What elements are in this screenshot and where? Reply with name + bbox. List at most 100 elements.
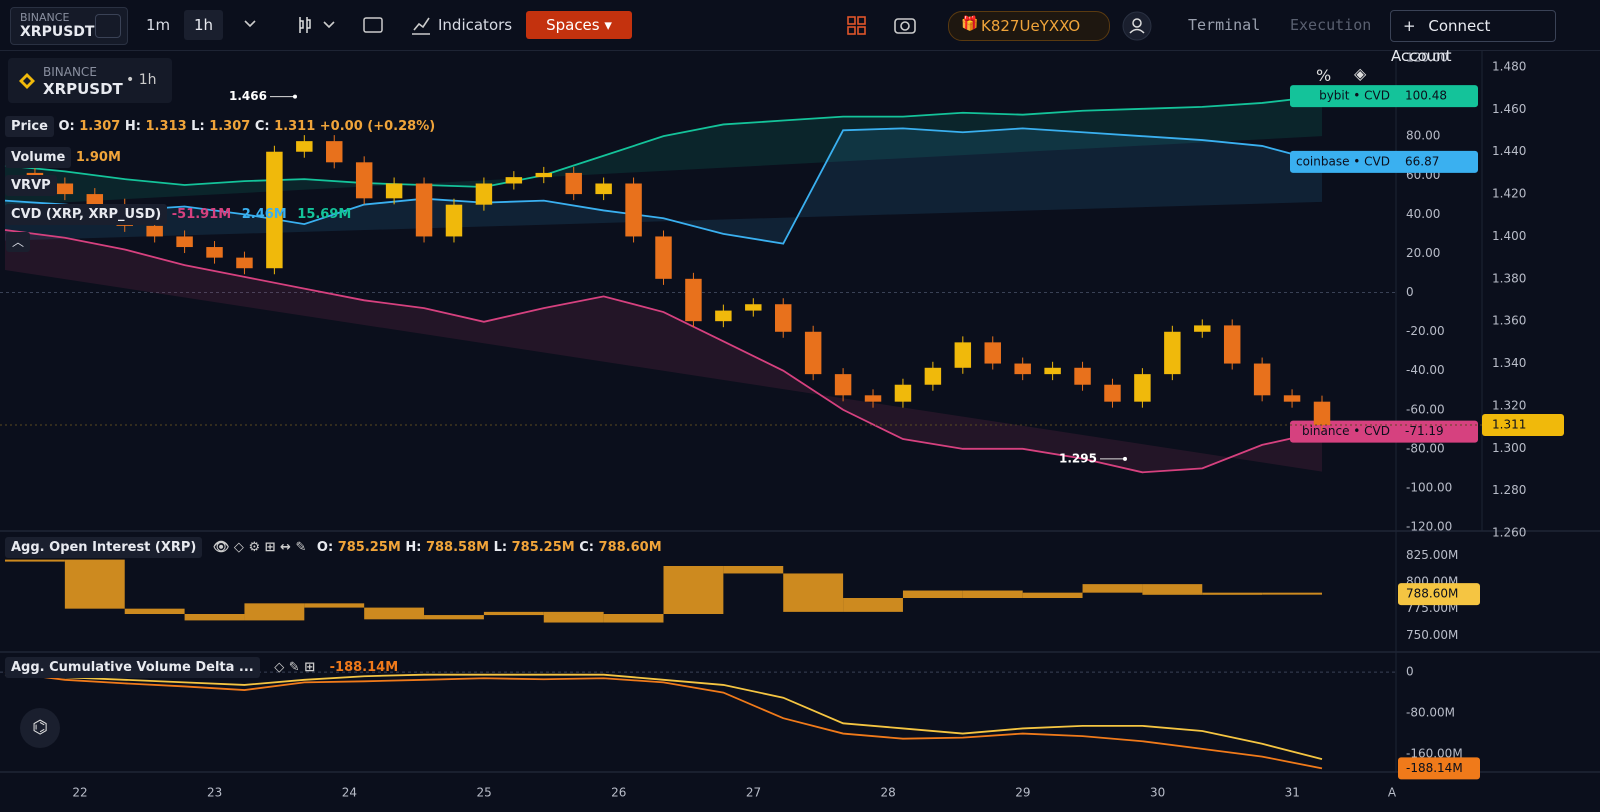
cvd-tick-label: -120.00 — [1406, 520, 1452, 534]
annotation-dot — [1123, 456, 1127, 461]
candle-body — [385, 183, 403, 199]
annotation-dot — [293, 94, 297, 99]
vrvp-legend: VRVP — [5, 175, 57, 196]
date-label: 25 — [476, 786, 491, 800]
legend-value: 1.307 — [209, 119, 251, 134]
cvd-tick-label: -20.00 — [1406, 324, 1445, 338]
price-tick-label: 1.280 — [1492, 483, 1526, 497]
exchange-logo — [19, 73, 35, 89]
cvd-tag-bg — [1290, 150, 1478, 173]
legend-value: 1.311 — [274, 119, 316, 134]
oi-tick-label: 750.00M — [1406, 628, 1458, 642]
symbol-selector[interactable]: BINANCE XRPUSDT — [10, 7, 128, 45]
legend-value: -188.14M — [329, 660, 399, 675]
date-label: 30 — [1150, 786, 1165, 800]
connect-button[interactable]: + Connect Account — [1390, 10, 1556, 65]
candle-body — [954, 342, 972, 368]
indicators-button[interactable]: Indicators — [438, 16, 513, 34]
legend-interval: • 1h — [126, 72, 157, 88]
legend-value: 2.46M — [241, 207, 287, 222]
candle-body — [924, 367, 942, 385]
oi-candle — [1082, 584, 1143, 593]
candle-body — [176, 236, 193, 248]
layers-button[interactable]: ◈ — [1354, 64, 1367, 83]
candle-body — [625, 183, 642, 237]
candle-body — [685, 278, 702, 322]
price-tick-label: 1.440 — [1492, 144, 1526, 158]
candle-body — [535, 172, 553, 178]
candle-body — [984, 342, 1001, 364]
candle-body — [56, 183, 74, 195]
cvd-pane-tick-label: 0 — [1406, 665, 1414, 679]
execution-tab[interactable]: Execution — [1290, 16, 1372, 34]
price-tick-label: 1.300 — [1492, 441, 1526, 455]
legend-change-pct: (+0.28%) — [367, 119, 436, 134]
price-tag-bg — [1482, 413, 1564, 436]
cvd-tag-value: 100.48 — [1405, 89, 1447, 103]
interval-dropdown[interactable] — [244, 19, 256, 29]
candle-body — [1223, 325, 1241, 364]
candle-body — [834, 374, 852, 396]
chart-type-button[interactable] — [296, 14, 338, 36]
oi-candle — [124, 608, 185, 614]
layout-button[interactable] — [362, 15, 384, 35]
price-tick-label: 1.380 — [1492, 271, 1526, 285]
cvd-tag-name: bybit • CVD — [1319, 89, 1390, 103]
candle-body — [1164, 331, 1181, 375]
connect-label: Connect Account — [1391, 17, 1491, 65]
spaces-button[interactable]: Spaces ▾ — [526, 11, 632, 39]
oi-candle — [483, 611, 544, 616]
price-tick-label: 1.360 — [1492, 314, 1526, 328]
collapse-button[interactable]: ︿ — [6, 232, 30, 252]
legend-key: H: — [405, 540, 422, 555]
cvd-pane-tag: -188.14M — [1406, 761, 1463, 775]
indicators-icon — [412, 17, 430, 35]
grid-button[interactable] — [846, 15, 868, 37]
oi-candle — [543, 611, 604, 623]
cvd-tick-label: -40.00 — [1406, 363, 1445, 377]
spaces-label: Spaces — [546, 16, 600, 34]
referral-chip[interactable]: 🎁 K827UeYXXO — [948, 11, 1110, 41]
candle-body — [146, 225, 163, 237]
cvd-pane-line — [4, 673, 1323, 761]
cvd-tick-label: -60.00 — [1406, 402, 1445, 416]
candle-body — [1253, 363, 1271, 396]
legend-icons[interactable]: 👁 ◇ ⚙ ⊞ ↔ ✎ — [212, 540, 307, 555]
legend-label: VRVP — [5, 175, 57, 196]
price-tick-label: 1.460 — [1492, 102, 1526, 116]
candle-body — [1104, 384, 1121, 402]
cvd-pane-tick-label: -160.00M — [1406, 747, 1463, 761]
app-logo[interactable]: ⌬ — [20, 708, 60, 748]
legend-key: L: — [493, 540, 508, 555]
terminal-tab[interactable]: Terminal — [1188, 16, 1261, 34]
legend-symbol: XRPUSDT — [43, 80, 123, 98]
cvd-legend: CVD (XRP, XRP_USD) -51.91M 2.46M 15.69M — [5, 204, 351, 225]
legend-exchange: BINANCE — [43, 65, 97, 79]
interval-button[interactable]: 1h — [184, 10, 224, 40]
price-tick-label: 1.260 — [1492, 526, 1526, 540]
cvd-line — [4, 229, 1323, 474]
date-label: 24 — [342, 786, 357, 800]
legend-change: +0.00 — [319, 119, 363, 134]
screenshot-button[interactable] — [893, 14, 917, 36]
volume-legend: Volume 1.90M — [5, 147, 121, 168]
cvd-tick-label: 0 — [1406, 285, 1414, 299]
candle-body — [595, 183, 612, 195]
logo-symbol: XRPUSDT — [20, 24, 95, 40]
legend-icons[interactable]: ◇ ✎ ⊞ — [274, 660, 316, 675]
legend-key: H: — [124, 119, 141, 134]
price-tick-label: 1.420 — [1492, 187, 1526, 201]
interval-button[interactable]: 1m — [146, 16, 171, 34]
candle-body — [1074, 367, 1091, 385]
account-button[interactable] — [1122, 11, 1152, 41]
cvd-tick-label: -80.00 — [1406, 441, 1445, 455]
candle-body — [445, 204, 463, 237]
candle-body — [864, 395, 882, 402]
percent-button[interactable]: % — [1316, 66, 1332, 85]
oi-candle — [304, 603, 365, 608]
gift-icon: 🎁 — [961, 16, 979, 32]
date-label: 26 — [611, 786, 626, 800]
legend-label: Volume — [5, 147, 72, 168]
